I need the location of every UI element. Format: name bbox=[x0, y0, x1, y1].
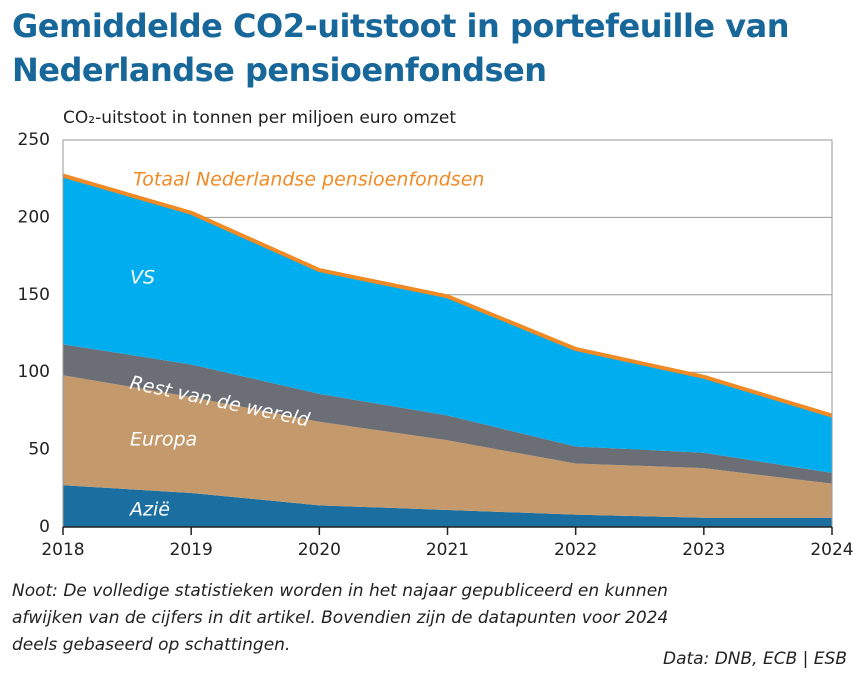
chart-title: Gemiddelde CO2-uitstoot in portefeuille … bbox=[12, 7, 790, 89]
series-label: Totaal Nederlandse pensioenfondsen bbox=[133, 169, 484, 191]
x-tick-label: 2018 bbox=[41, 540, 84, 560]
y-tick-label: 200 bbox=[18, 207, 50, 227]
x-tick-label: 2024 bbox=[810, 540, 853, 560]
total-line bbox=[62, 173, 833, 418]
y-tick-label: 50 bbox=[28, 440, 50, 460]
series-label: Azië bbox=[128, 499, 170, 521]
x-tick-label: 2019 bbox=[170, 540, 213, 560]
x-tick-label: 2020 bbox=[298, 540, 341, 560]
series-label: VS bbox=[130, 267, 155, 289]
series-label: Europa bbox=[130, 429, 197, 451]
x-tick-label: 2023 bbox=[682, 540, 725, 560]
x-tick-label: 2021 bbox=[426, 540, 469, 560]
y-tick-label: 150 bbox=[18, 285, 50, 305]
y-tick-label: 100 bbox=[18, 362, 50, 382]
y-axis-label: CO₂-uitstoot in tonnen per miljoen euro … bbox=[63, 108, 456, 128]
source: Data: DNB, ECB | ESB bbox=[662, 649, 847, 669]
note: Noot: De volledige statistieken worden i… bbox=[12, 581, 669, 655]
area bbox=[63, 375, 832, 518]
y-tick-label: 250 bbox=[18, 130, 50, 150]
area bbox=[63, 175, 832, 473]
area bbox=[63, 344, 832, 484]
y-tick-label: 0 bbox=[39, 517, 50, 537]
area bbox=[63, 485, 832, 527]
x-tick-label: 2022 bbox=[554, 540, 597, 560]
